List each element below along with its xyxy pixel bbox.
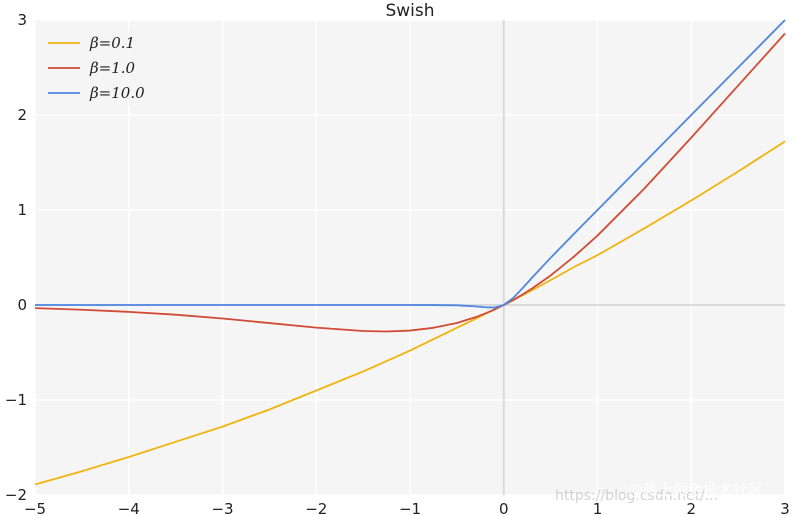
series-line-2: [35, 19, 786, 309]
x-tick-label: −1: [399, 500, 421, 516]
watermark: https://blog.csdn.net/... @稀土掘金技术社区: [555, 481, 763, 504]
x-tick-label: 1: [593, 500, 603, 516]
y-tick-label: −1: [5, 391, 27, 409]
y-tick-label: −2: [5, 486, 27, 504]
series-line-1: [34, 32, 786, 333]
chart-title: Swish: [385, 1, 434, 21]
x-tick-label: −3: [211, 500, 233, 516]
x-tick-label: −4: [118, 500, 140, 516]
grid-lines: [34, 19, 786, 496]
legend: β=0.1 β=1.0 β=10.0: [42, 29, 160, 105]
legend-label-1: β=1.0: [89, 59, 136, 77]
series-lines: [34, 19, 786, 486]
y-tick-labels: −2 −1 0 1 2 3: [5, 11, 27, 504]
y-tick-label: 0: [17, 296, 27, 314]
legend-label-2: β=10.0: [89, 84, 145, 102]
x-tick-label: 3: [780, 500, 790, 516]
legend-label-0: β=0.1: [89, 34, 135, 52]
y-tick-label: 2: [17, 106, 27, 124]
y-tick-label: 1: [17, 201, 27, 219]
x-tick-labels: −5 −4 −3 −2 −1 0 1 2 3: [24, 500, 790, 516]
x-tick-label: −2: [305, 500, 327, 516]
watermark-text: @稀土掘金技术社区: [628, 481, 763, 499]
x-tick-label: 0: [499, 500, 509, 516]
x-tick-label: −5: [24, 500, 46, 516]
y-tick-label: 3: [17, 11, 27, 29]
series-line-0: [34, 140, 786, 486]
watermark-url: https://blog.csdn.net/...: [555, 488, 718, 504]
x-tick-label: 2: [686, 500, 696, 516]
